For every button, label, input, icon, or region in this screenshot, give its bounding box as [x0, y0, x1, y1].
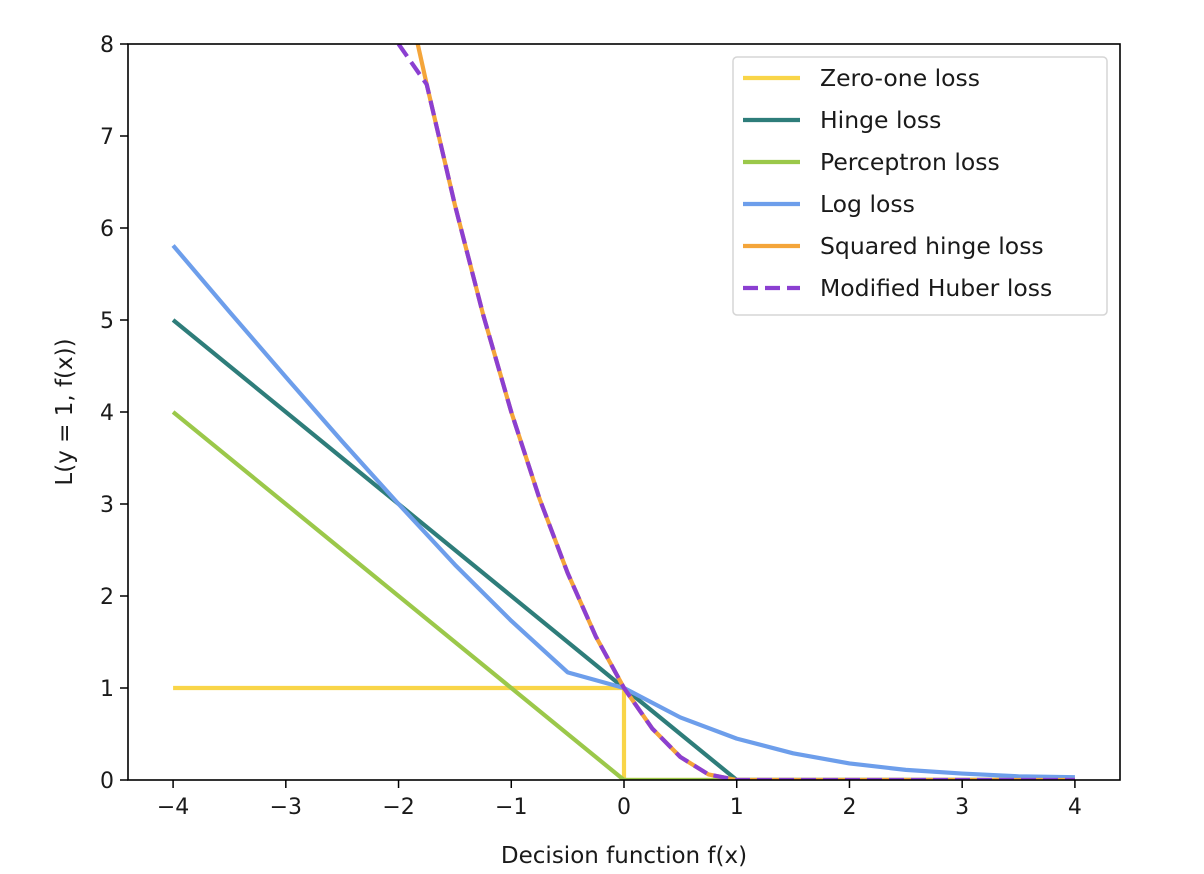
y-tick-label: 8: [100, 33, 114, 58]
y-tick-label: 0: [100, 769, 114, 794]
y-tick-label: 6: [100, 217, 114, 242]
x-tick-label: 4: [1068, 795, 1082, 820]
y-tick-label: 5: [100, 309, 114, 334]
x-tick-label: 1: [730, 795, 744, 820]
legend-entry-label: Squared hinge loss: [820, 232, 1044, 260]
legend-entry-label: Perceptron loss: [820, 148, 1000, 176]
x-tick-label: −1: [495, 795, 527, 820]
ticks-layer: −4 −3 −2 −1 0 1 2 3 4 0 1 2 3 4 5 6 7 8: [100, 33, 1082, 820]
series-line-perceptron-loss: [171, 410, 1075, 780]
x-tick-label: 3: [955, 795, 969, 820]
legend-entry-label: Log loss: [820, 190, 915, 218]
y-tick-label: 4: [100, 401, 114, 426]
y-tick-label: 3: [100, 493, 114, 518]
y-axis-label: L(y = 1, f(x)): [52, 338, 78, 485]
legend: Zero-one loss Hinge loss Perceptron loss Lo…: [732, 56, 1108, 316]
y-tick-label: 7: [100, 125, 114, 150]
legend-entry-label: Hinge loss: [820, 106, 941, 134]
series-layer: [171, 44, 1075, 780]
series-line-modified-huber-loss: [396, 44, 1075, 780]
x-tick-label: 0: [617, 795, 631, 820]
x-tick-label: −2: [382, 795, 414, 820]
x-axis-label: Decision function f(x): [501, 843, 747, 869]
y-tick-label: 1: [100, 677, 114, 702]
series-line-zero-one-loss: [173, 685, 1075, 780]
legend-entry-label: Zero-one loss: [820, 64, 980, 92]
legend-box: [732, 56, 1108, 316]
x-tick-label: −4: [157, 795, 189, 820]
x-tick-label: −3: [270, 795, 302, 820]
y-tick-label: 2: [100, 585, 114, 610]
x-tick-label: 2: [842, 795, 856, 820]
legend-entry-label: Modified Huber loss: [820, 274, 1052, 302]
